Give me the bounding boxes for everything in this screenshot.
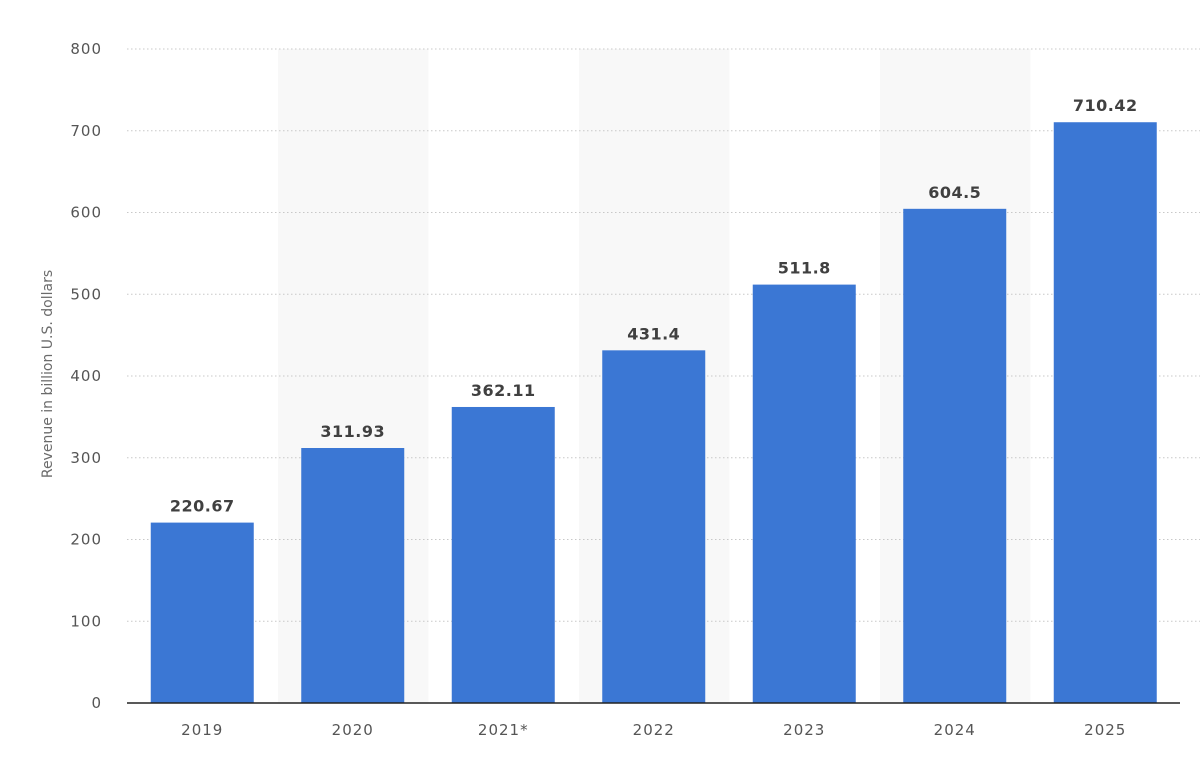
bar[interactable] <box>903 208 1007 704</box>
y-tick-label: 400 <box>70 367 102 385</box>
y-tick-label: 600 <box>70 204 102 222</box>
x-tick-label: 2021* <box>478 721 529 739</box>
bar[interactable] <box>1053 122 1157 704</box>
y-tick-label: 0 <box>91 694 102 712</box>
x-tick-label: 2024 <box>934 721 976 739</box>
bar[interactable] <box>451 406 555 703</box>
y-axis-tick-labels: 0 100 200 300 400 500 600 700 800 <box>70 40 102 712</box>
y-tick-label: 300 <box>70 449 102 467</box>
x-axis-tick-labels: 2019 2020 2021* 2022 2023 2024 2025 <box>181 721 1126 739</box>
bar[interactable] <box>752 284 856 703</box>
y-tick-label: 500 <box>70 285 102 303</box>
bar-value-label: 220.67 <box>170 497 235 516</box>
x-tick-label: 2019 <box>181 721 223 739</box>
bar-value-label: 431.4 <box>627 324 680 343</box>
y-tick-label: 700 <box>70 122 102 140</box>
y-tick-label: 100 <box>70 612 102 630</box>
x-tick-label: 2025 <box>1084 721 1126 739</box>
y-tick-label: 800 <box>70 40 102 58</box>
bars <box>150 122 1157 704</box>
y-tick-label: 200 <box>70 531 102 549</box>
bar[interactable] <box>301 447 405 703</box>
x-tick-label: 2023 <box>783 721 825 739</box>
y-axis-title: Revenue in billion U.S. dollars <box>40 270 56 478</box>
bar-value-label: 362.11 <box>471 381 536 400</box>
bar-value-labels: 220.67 311.93 362.11 431.4 511.8 604.5 710.42 <box>170 96 1138 516</box>
x-tick-label: 2020 <box>332 721 374 739</box>
bar-value-label: 311.93 <box>320 422 385 441</box>
bar-value-label: 604.5 <box>928 183 981 202</box>
bar[interactable] <box>602 350 706 703</box>
bar-value-label: 511.8 <box>778 259 831 278</box>
bar-value-label: 710.42 <box>1073 96 1138 115</box>
x-tick-label: 2022 <box>633 721 675 739</box>
bar[interactable] <box>150 522 254 703</box>
